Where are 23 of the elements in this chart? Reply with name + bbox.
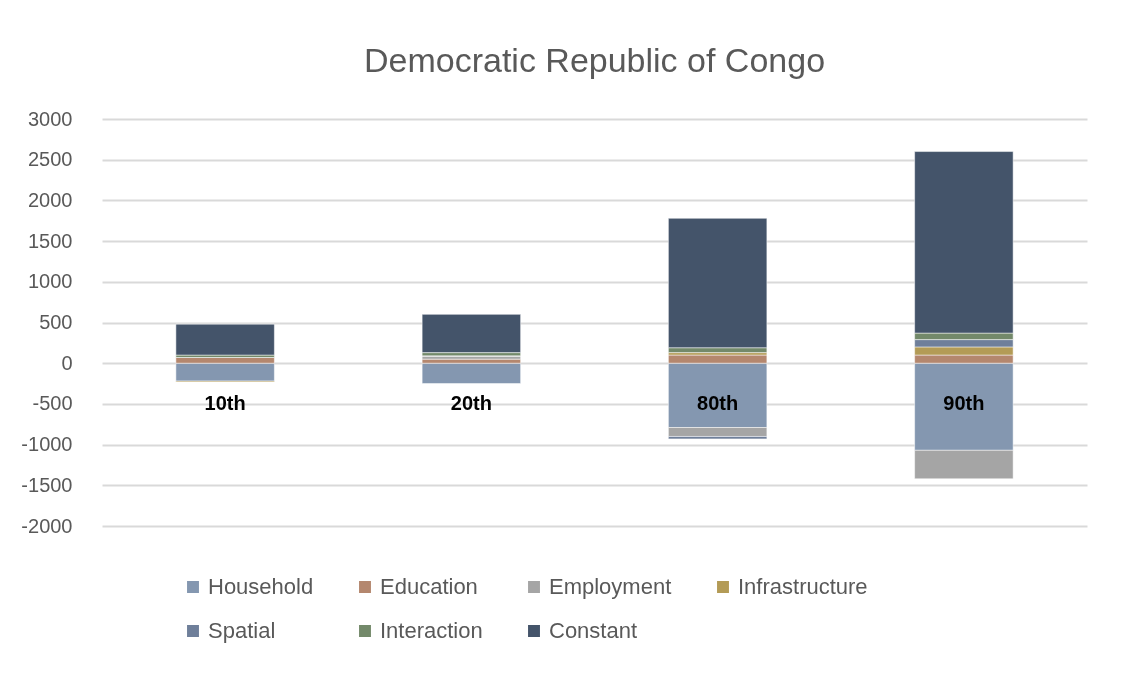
x-tick-label: 20th [450,391,492,414]
legend-label: Constant [549,618,638,643]
y-tick-label: 2000 [28,188,73,211]
y-tick-label: 1000 [28,270,73,293]
y-tick-label: -2000 [21,514,73,537]
x-tick-label: 90th [943,391,985,414]
y-tick-label: -1000 [21,433,73,456]
legend-label: Spatial [208,618,276,643]
legend-label: Interaction [380,618,483,643]
y-tick-label: 3000 [28,107,73,130]
y-tick-label: 500 [39,311,73,333]
y-tick-label: 2500 [28,148,73,171]
y-tick-label: -500 [32,392,73,415]
legend-label: Infrastructure [738,574,868,599]
y-tick-label: -1500 [21,473,73,496]
x-tick-label: 80th [697,391,739,414]
legend-label: Education [380,574,478,599]
y-tick-label: 1500 [28,229,73,252]
chart-title: Democratic Republic of Congo [363,41,826,79]
y-tick-label: 0 [61,351,73,374]
x-tick-label: 10th [204,391,246,414]
legend-label: Household [208,574,314,599]
legend-label: Employment [549,574,672,599]
